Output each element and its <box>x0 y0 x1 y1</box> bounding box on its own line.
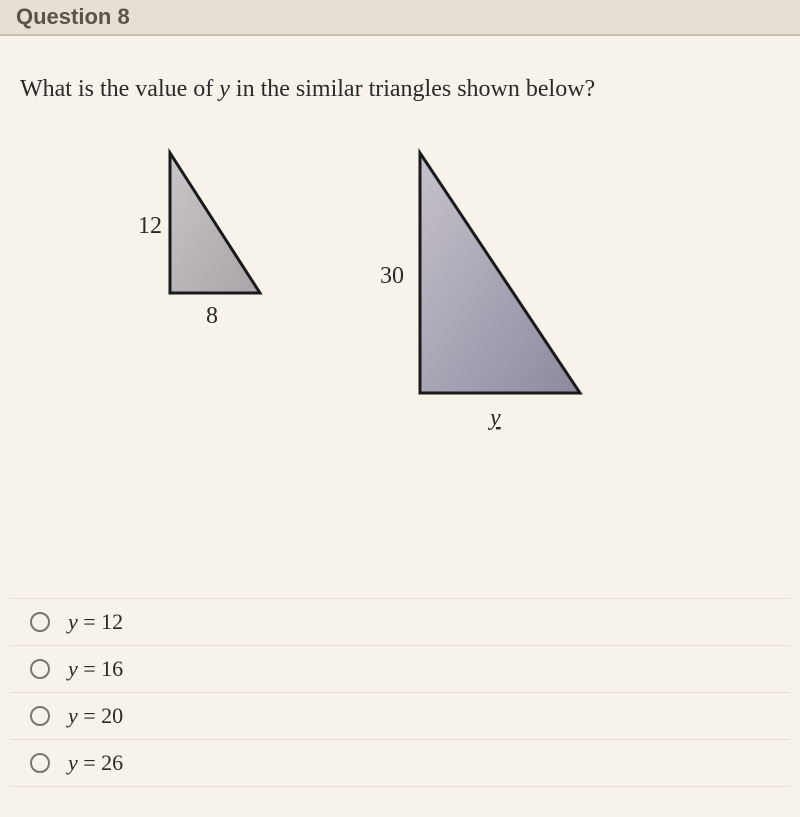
triangle-small <box>170 153 260 293</box>
answer-option-1[interactable]: y = 16 <box>10 645 790 692</box>
answer-option-2[interactable]: y = 20 <box>10 692 790 739</box>
radio-icon[interactable] <box>30 753 50 773</box>
answer-list: y = 12y = 16y = 20y = 26 <box>0 598 800 787</box>
answer-value: = 12 <box>78 609 123 634</box>
prompt-variable: y <box>219 76 230 102</box>
radio-icon[interactable] <box>30 612 50 632</box>
answer-value: = 20 <box>78 703 123 728</box>
answer-label: y = 26 <box>68 750 123 776</box>
label-12: 12 <box>138 213 162 239</box>
prompt-prefix: What is the value of <box>20 76 219 102</box>
radio-icon[interactable] <box>30 659 50 679</box>
answer-value: = 26 <box>78 750 123 775</box>
answer-label: y = 16 <box>68 656 123 682</box>
answer-variable: y <box>68 703 78 728</box>
prompt-suffix: in the similar triangles shown below? <box>230 76 595 102</box>
triangle-figure: 12 8 30 y <box>20 133 720 453</box>
figure-svg: 12 8 30 y <box>20 133 720 453</box>
question-number: Question 8 <box>16 4 130 30</box>
label-30: 30 <box>380 263 404 289</box>
answer-variable: y <box>68 656 78 681</box>
answer-value: = 16 <box>78 656 123 681</box>
question-header: Question 8 <box>0 0 800 36</box>
answer-label: y = 12 <box>68 609 123 635</box>
answer-variable: y <box>68 750 78 775</box>
answer-option-0[interactable]: y = 12 <box>10 598 790 645</box>
question-prompt: What is the value of y in the similar tr… <box>20 76 780 103</box>
radio-icon[interactable] <box>30 706 50 726</box>
label-y: y <box>488 405 501 431</box>
label-8: 8 <box>206 303 218 329</box>
answer-label: y = 20 <box>68 703 123 729</box>
answer-option-3[interactable]: y = 26 <box>10 739 790 787</box>
question-content: What is the value of y in the similar tr… <box>0 36 800 817</box>
answer-variable: y <box>68 609 78 634</box>
triangle-large <box>420 153 580 393</box>
